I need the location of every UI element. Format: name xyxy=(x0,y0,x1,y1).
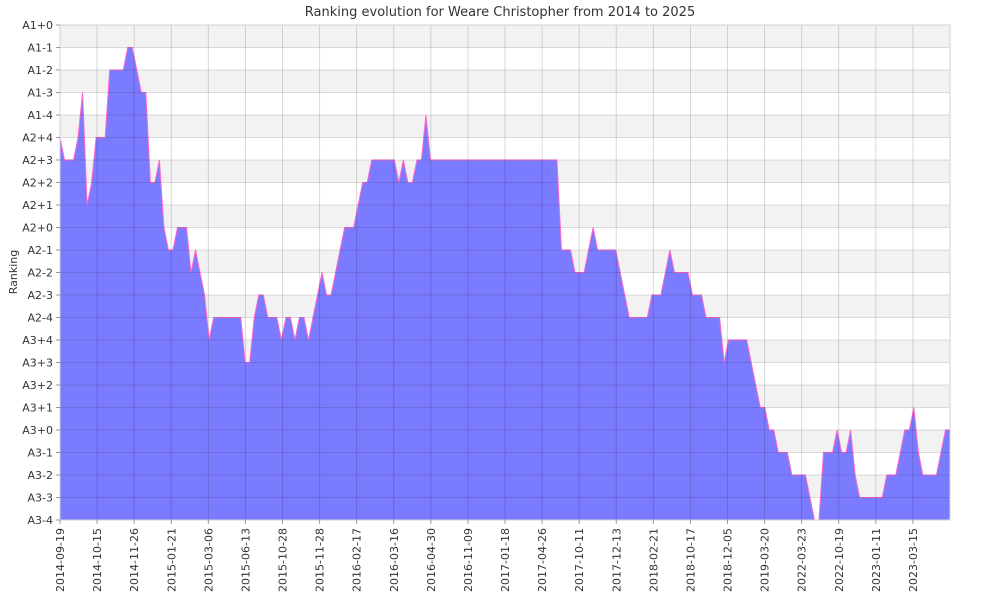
grid-lines xyxy=(59,24,951,521)
y-tick-label: A1-1 xyxy=(28,42,54,55)
x-tick-label: 2016-04-30 xyxy=(425,528,438,592)
data-area xyxy=(59,47,950,521)
y-tick-label: A1+0 xyxy=(22,19,53,32)
x-tick-label: 2015-10-28 xyxy=(277,528,290,592)
x-tick-label: 2023-01-11 xyxy=(870,528,883,592)
x-tick-label: 2015-06-13 xyxy=(239,528,252,592)
background-band xyxy=(60,70,950,93)
y-tick-label: A3-2 xyxy=(28,469,54,482)
y-tick-label: A2+3 xyxy=(22,154,53,167)
x-tick-label: 2017-04-26 xyxy=(536,528,549,592)
ranking-line xyxy=(59,47,950,521)
y-axis-label: Ranking xyxy=(7,250,20,295)
background-band xyxy=(60,137,950,160)
y-tick-label: A2+0 xyxy=(22,222,53,235)
y-tick-label: A3-3 xyxy=(28,492,54,505)
y-tick-label: A3+4 xyxy=(22,334,53,347)
x-tick-label: 2022-10-19 xyxy=(833,528,846,592)
y-tick-label: A2-2 xyxy=(28,267,54,280)
y-tick-label: A2+4 xyxy=(22,132,53,145)
y-tick-label: A3+0 xyxy=(22,424,53,437)
x-tick-label: 2022-03-23 xyxy=(796,528,809,592)
y-tick-label: A3-4 xyxy=(28,514,54,527)
background-band xyxy=(60,25,950,48)
x-tick-label: 2018-02-21 xyxy=(647,528,660,592)
x-axis: 2014-09-19 2014-10-15 2014-11-26 2015-01-21… xyxy=(54,520,920,592)
x-tick-label: 2014-10-15 xyxy=(91,528,104,592)
x-tick-label: 2017-12-13 xyxy=(610,528,623,592)
x-tick-label: 2015-11-28 xyxy=(314,528,327,592)
x-tick-label: 2018-12-05 xyxy=(722,528,735,592)
x-tick-label: 2015-03-06 xyxy=(202,528,215,592)
background-band xyxy=(60,115,950,138)
y-axis: A1+0 A1-1 A1-2 A1-3 A1-4 A2+4 A2+3 A2+2 A2+1 A2+0… xyxy=(22,19,60,527)
background-band xyxy=(60,92,950,115)
x-tick-label: 2018-10-17 xyxy=(684,528,697,592)
y-tick-label: A2+2 xyxy=(22,177,53,190)
x-tick-label: 2016-02-17 xyxy=(351,528,364,592)
y-tick-label: A1-4 xyxy=(28,109,54,122)
y-tick-label: A2-1 xyxy=(28,244,54,257)
y-tick-label: A2-4 xyxy=(28,312,54,325)
y-tick-label: A2-3 xyxy=(28,289,54,302)
ranking-area xyxy=(60,47,950,520)
y-tick-label: A1-2 xyxy=(28,64,54,77)
x-tick-label: 2016-03-16 xyxy=(388,528,401,592)
x-tick-label: 2014-11-26 xyxy=(128,528,141,592)
y-tick-label: A3+3 xyxy=(22,357,53,370)
y-tick-label: A3+1 xyxy=(22,402,53,415)
x-tick-label: 2017-10-11 xyxy=(573,528,586,592)
background-band xyxy=(60,47,950,70)
x-tick-label: 2014-09-19 xyxy=(54,528,67,592)
x-tick-label: 2019-03-20 xyxy=(759,528,772,592)
x-tick-label: 2023-03-15 xyxy=(907,528,920,592)
x-tick-label: 2016-11-09 xyxy=(462,528,475,592)
y-tick-label: A3+2 xyxy=(22,379,53,392)
y-tick-label: A3-1 xyxy=(28,447,54,460)
chart-title: Ranking evolution for Weare Christopher … xyxy=(305,5,695,20)
y-tick-label: A2+1 xyxy=(22,199,53,212)
x-tick-label: 2017-01-18 xyxy=(499,528,512,592)
x-tick-label: 2015-01-21 xyxy=(165,528,178,592)
y-tick-label: A1-3 xyxy=(28,87,54,100)
